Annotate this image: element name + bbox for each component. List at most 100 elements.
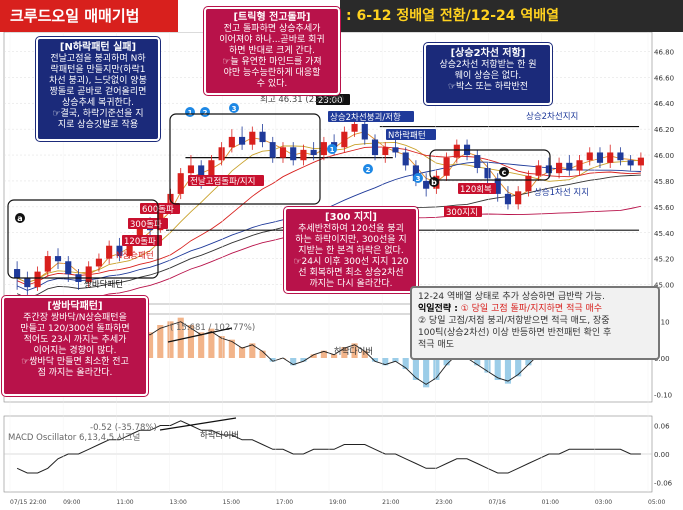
- x-tick-label: 07/15 22:00: [10, 499, 47, 506]
- candle: [54, 256, 62, 262]
- wave-marker-number: 3: [416, 175, 421, 183]
- ma600-label: 600돌파: [140, 203, 180, 215]
- oscillator-bar: [320, 350, 327, 358]
- candle: [392, 147, 399, 153]
- note-line: 지받는 한 본격 하락은 없다.: [298, 246, 404, 256]
- candle: [24, 278, 31, 288]
- x-tick-label: 23:00: [435, 499, 452, 506]
- candle: [14, 269, 21, 279]
- oscillator-bar: [443, 358, 450, 366]
- trick-breakout-note: [트릭형 전고돌파] 전고 돌파하면 상승추세가 이어져야 하나...곧바로 회…: [204, 7, 340, 95]
- time-23-label: 23:00: [316, 94, 350, 106]
- x-tick-label: 21:00: [382, 499, 399, 506]
- page-title: 크루드오일 매매기법: [0, 0, 178, 32]
- oscillator-bar: [228, 339, 235, 358]
- n-fall-label: N하락패턴: [386, 129, 436, 141]
- oscillator-bar: [331, 354, 338, 358]
- ma300-label-text: 300돌파: [130, 220, 162, 230]
- candle: [412, 165, 419, 181]
- recover-120-label-bg: [458, 183, 496, 194]
- strategy-line: 100틱(상승2차선) 이상 반등하면 반전패턴 확인 후: [418, 328, 612, 338]
- oscillator-bar: [341, 347, 348, 358]
- candle: [361, 123, 368, 140]
- candle: [617, 152, 624, 161]
- y-tick-label: 45.80: [654, 178, 674, 186]
- n-rise-label: N상승패턴: [116, 250, 154, 261]
- note-line: ☞24시 이후 300선 지지 120: [293, 257, 409, 267]
- oscillator-bar: [474, 358, 481, 366]
- wave-marker-circle: [363, 164, 373, 174]
- oscillator-bar: [239, 347, 246, 358]
- y-tick-label: 46.20: [654, 126, 674, 134]
- candle: [208, 160, 215, 181]
- x-tick-label: 07/16: [489, 499, 506, 506]
- prev-high-label-text: 전날고점돌파/지지: [190, 176, 255, 187]
- note-line: 락패턴을 만들지만(하락1: [50, 65, 146, 75]
- oscillator-bar: [494, 358, 501, 380]
- candle: [586, 152, 593, 161]
- note-heading: [트릭형 전고돌파]: [233, 12, 311, 23]
- note-line: 만들고 120/300선 돌파하면: [20, 324, 130, 334]
- wave-marker-circle: [413, 173, 423, 183]
- candle: [85, 266, 92, 282]
- note-line: 점 까지는 올라간다.: [37, 368, 113, 378]
- candle: [65, 261, 72, 275]
- candle: [525, 175, 532, 192]
- wave-marker: 2: [200, 107, 210, 117]
- double-bottom-note: [쌍바닥패턴] 주간장 쌍바닥/N상승패턴을 만들고 120/300선 돌파하면…: [2, 296, 148, 396]
- strategy-note: 12-24 역배열 상태로 추가 상승하면 급반락 가능. 익일전략 : ① 당…: [410, 286, 660, 360]
- candle: [402, 152, 409, 166]
- x-tick-label: 11:00: [116, 499, 133, 506]
- ma120-label-bg: [122, 235, 162, 246]
- candle: [627, 160, 634, 166]
- rise2-resist-note: [상승2차선 저항] 상승2차선 저항받는 한 원 웨이 상승은 없다. ☞박스…: [424, 43, 552, 105]
- fall1-support-label-text: 상승1차선 지지: [534, 187, 589, 198]
- candle: [249, 131, 256, 145]
- candle: [423, 180, 430, 189]
- note-line: 까지는 다시 올라간다.: [309, 279, 393, 289]
- marker-letter: b: [431, 178, 437, 187]
- candle: [443, 157, 450, 176]
- recover-120-label-text: 120회복: [460, 185, 492, 195]
- divergence-label-osc-text: 하락다이버: [334, 346, 373, 357]
- prev-high-label-bg: [188, 175, 264, 186]
- recover-120-label: 120회복: [458, 183, 496, 195]
- note-line: ☞박스 또는 하락반전: [447, 82, 529, 92]
- note-line: 적어도 23시 까지는 추세가: [23, 335, 127, 345]
- wave-marker-number: 2: [203, 109, 208, 117]
- candle: [290, 147, 297, 161]
- oscillator-bar: [269, 358, 276, 362]
- x-tick-label: 05:00: [648, 499, 665, 506]
- note-heading: [상승2차선 저항]: [450, 48, 526, 59]
- strategy-point: ① 당일 고점 돌파/지지하면 적극 매수: [457, 304, 603, 314]
- candle: [310, 149, 317, 156]
- oscillator-bar: [423, 358, 430, 388]
- candle: [187, 165, 195, 174]
- note-line: 전날고점을 붕괴하며 N하: [50, 54, 146, 64]
- candle: [218, 147, 225, 161]
- note-line: 선 회복하면 최소 상승2차선: [298, 268, 404, 278]
- note-line: ☞쌍바닥 만들면 최소한 전고: [21, 357, 129, 367]
- time-23-label-text: 23:00: [318, 96, 343, 106]
- candle: [494, 178, 501, 194]
- divergence-label-macd-text: 하락다이버: [200, 430, 239, 441]
- n-fall-label-bg: [386, 129, 436, 140]
- oscillator-bar: [310, 354, 317, 358]
- candle: [637, 157, 644, 166]
- rise2-support-label: 상승2차선지지: [526, 111, 578, 122]
- ma120-label-text: 120돌파: [124, 237, 156, 247]
- macd-info-label: MACD Oscillator 6,13,4,5 시그널: [8, 433, 140, 443]
- oscillator-bar: [300, 358, 307, 362]
- note-line: 이어지는 경향이 많다.: [33, 346, 117, 356]
- candle: [607, 152, 614, 163]
- double-bottom-pattern-label: 쌍바닥패턴: [84, 279, 123, 290]
- oscillator-bar: [157, 325, 164, 358]
- marker-c: c: [499, 167, 509, 177]
- candle: [279, 147, 287, 158]
- divergence-label-osc: 하락다이버: [334, 346, 373, 357]
- oscillator-bar: [361, 350, 368, 358]
- note-line: 상승추세 복귀한다.: [62, 98, 134, 108]
- candle: [504, 193, 512, 205]
- support-300-chart-label: 300지지: [444, 206, 482, 218]
- candle: [269, 142, 276, 158]
